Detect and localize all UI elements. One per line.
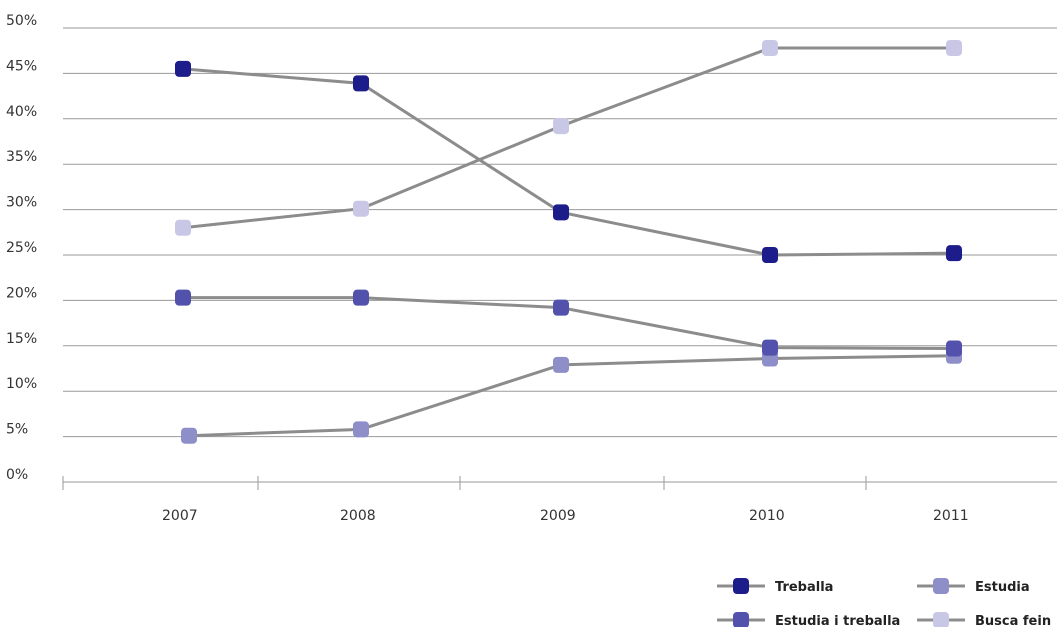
x-tick-label: 2011 [933, 508, 969, 524]
y-tick-label: 15% [6, 331, 37, 347]
data-point [175, 60, 191, 77]
grid: 0% 5% 10% 15% 20% 25% 30% 35% 40% 45% 50% [6, 13, 1057, 483]
x-tick-label: 2007 [162, 508, 198, 524]
data-point [553, 356, 569, 373]
y-tick-label: 0% [6, 467, 28, 483]
legend: Treballa Estudia Estudia i treballa Busca f… [717, 578, 1051, 627]
data-point [946, 340, 962, 357]
series-treballa [175, 60, 962, 263]
data-point [353, 75, 369, 92]
data-point [353, 200, 369, 217]
y-tick-label: 10% [6, 376, 37, 392]
data-point [181, 427, 197, 444]
y-tick-label: 40% [6, 104, 37, 120]
y-tick-label: 25% [6, 240, 37, 256]
data-point [175, 219, 191, 236]
data-point [553, 204, 569, 221]
data-point [946, 245, 962, 262]
x-tick-label: 2009 [540, 508, 576, 524]
data-point [946, 39, 962, 56]
x-tick-label: 2008 [340, 508, 376, 524]
legend-marker [933, 578, 949, 594]
legend-label: Estudia [975, 580, 1030, 595]
y-tick-label: 5% [6, 422, 28, 438]
series-line [188, 354, 955, 438]
series-estudia-i-treballa [175, 289, 962, 357]
data-point [762, 39, 778, 56]
series-line [182, 67, 955, 257]
data-point [553, 118, 569, 135]
x-tick-label: 2010 [749, 508, 785, 524]
series-estudia [181, 347, 962, 444]
data-point [762, 247, 778, 263]
y-tick-label: 30% [6, 195, 37, 211]
series-busca-fein [175, 39, 962, 236]
legend-item: Busca fein [917, 612, 1051, 627]
data-point [353, 421, 369, 438]
series-line [182, 46, 954, 230]
data-point [353, 289, 369, 306]
legend-label: Treballa [775, 580, 833, 595]
legend-item: Estudia i treballa [717, 612, 900, 627]
x-axis: 2007 2008 2009 2010 2011 [62, 476, 1057, 524]
y-tick-label: 50% [6, 13, 37, 29]
legend-marker [733, 578, 749, 594]
legend-marker [733, 612, 749, 627]
legend-item: Treballa [717, 578, 833, 595]
data-point [175, 289, 191, 306]
legend-label: Estudia i treballa [775, 614, 900, 627]
data-point [553, 299, 569, 316]
data-point [762, 339, 778, 356]
y-tick-label: 35% [6, 149, 37, 165]
series-group [175, 39, 962, 444]
legend-item: Estudia [917, 578, 1030, 595]
y-tick-label: 45% [6, 58, 37, 74]
y-tick-label: 20% [6, 285, 37, 301]
legend-marker [933, 612, 949, 627]
legend-label: Busca fein [975, 614, 1051, 627]
